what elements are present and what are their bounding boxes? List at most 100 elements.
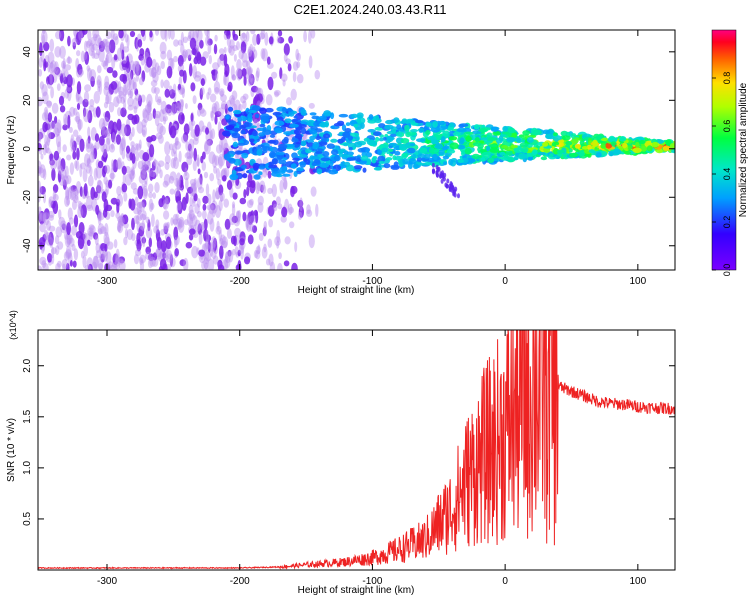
heatmap-cell [146,101,152,116]
heatmap-cell [206,140,213,147]
heatmap-cell [71,243,76,251]
heatmap-cell [192,137,199,145]
heatmap-cell [163,79,170,90]
heatmap-cell [248,110,257,114]
heatmap-cell [86,239,91,246]
heatmap-cell [262,168,268,178]
heatmap-cell [187,143,192,152]
heatmap-cell [135,249,142,257]
heatmap-cell [77,206,84,219]
snr-x-ticks: -300 -200 -100 0 100 [97,330,647,587]
heatmap-cell [377,148,382,156]
heatmap-cell [51,120,55,129]
heatmap-cell [471,153,480,160]
heatmap-cell [126,34,130,49]
heatmap-cell [218,199,223,212]
heatmap-cell [149,170,156,178]
heatmap-cell [71,140,77,152]
heatmap-cell [267,205,275,217]
heatmap-cell [487,157,495,164]
heatmap-cell [152,159,159,167]
heatmap-cell [266,56,271,65]
heatmap-cell [116,94,123,104]
heatmap-cell [142,234,146,248]
heatmap-cell [57,165,64,175]
heatmap-cell [173,226,179,241]
x-tick-label: -100 [362,276,382,287]
heatmap-cell [167,253,174,260]
heatmap-cell [231,74,237,81]
heatmap-cell [184,103,188,109]
heatmap-cell [181,134,188,144]
heatmap-cell [465,135,472,142]
heatmap-cell [110,210,115,218]
heatmap-cell [180,99,184,108]
heatmap-cell [418,162,428,166]
heatmap-cell [248,73,255,86]
heatmap-cell [157,160,165,167]
heatmap-cell [581,146,589,150]
heatmap-cell [146,112,153,122]
colorbar-tick-label: 0.0 [722,264,732,277]
heatmap-cell [98,136,105,146]
heatmap-cell [669,143,675,149]
heatmap-cell [115,248,120,263]
heatmap-cell [237,249,242,257]
heatmap-cell [311,115,320,120]
heatmap-cell [74,187,79,201]
heatmap-cell [66,233,72,245]
heatmap-cell [138,139,142,149]
heatmap-cell [126,77,131,91]
heatmap-cell [273,89,281,96]
heatmap-cell [94,234,99,246]
heatmap-cell [175,101,180,109]
heatmap-cell [131,168,135,176]
heatmap-cell [218,88,225,96]
heatmap-cell [231,201,236,209]
heatmap-cell [65,245,72,258]
heatmap-cell [116,201,120,214]
heatmap-cell [465,158,476,163]
heatmap-cell [164,141,171,156]
heatmap-cell [181,87,185,99]
heatmap-cell [47,122,52,130]
heatmap-cell [134,196,139,206]
heatmap-cell [330,112,335,120]
heatmap-cell [89,166,93,177]
heatmap-cell [646,145,653,152]
heatmap-cell [48,231,54,246]
heatmap-cell [212,255,219,265]
heatmap-cell [213,81,221,93]
heatmap-cell [269,261,276,270]
heatmap-cell [323,110,332,117]
heatmap-cell [38,190,41,203]
heatmap-cell [117,225,122,232]
heatmap-cell [155,165,159,177]
heatmap-cell [92,30,100,39]
heatmap-cell [279,179,284,194]
heatmap-cell [63,232,69,240]
heatmap-cell [194,203,200,214]
heatmap-cell [222,175,227,182]
heatmap-cell [121,60,128,68]
heatmap-cell [136,201,144,209]
heatmap-cell [246,221,252,232]
heatmap-cell [198,120,205,132]
heatmap-cell [192,95,197,105]
heatmap-cell [48,62,55,74]
heatmap-cell [60,158,66,172]
heatmap-cell [178,76,183,86]
heatmap-cell [214,68,219,82]
heatmap-cell [368,114,374,120]
heatmap-cell [177,39,183,46]
heatmap-cell [170,30,175,40]
heatmap-cell [42,121,48,133]
heatmap-cell [229,213,236,226]
heatmap-cell [224,218,231,230]
heatmap-cell [179,87,185,95]
heatmap-cell [549,153,554,158]
heatmap-cell [124,124,131,137]
heatmap-cell [206,138,213,146]
heatmap-cell [249,198,254,206]
heatmap-cell [415,119,424,124]
